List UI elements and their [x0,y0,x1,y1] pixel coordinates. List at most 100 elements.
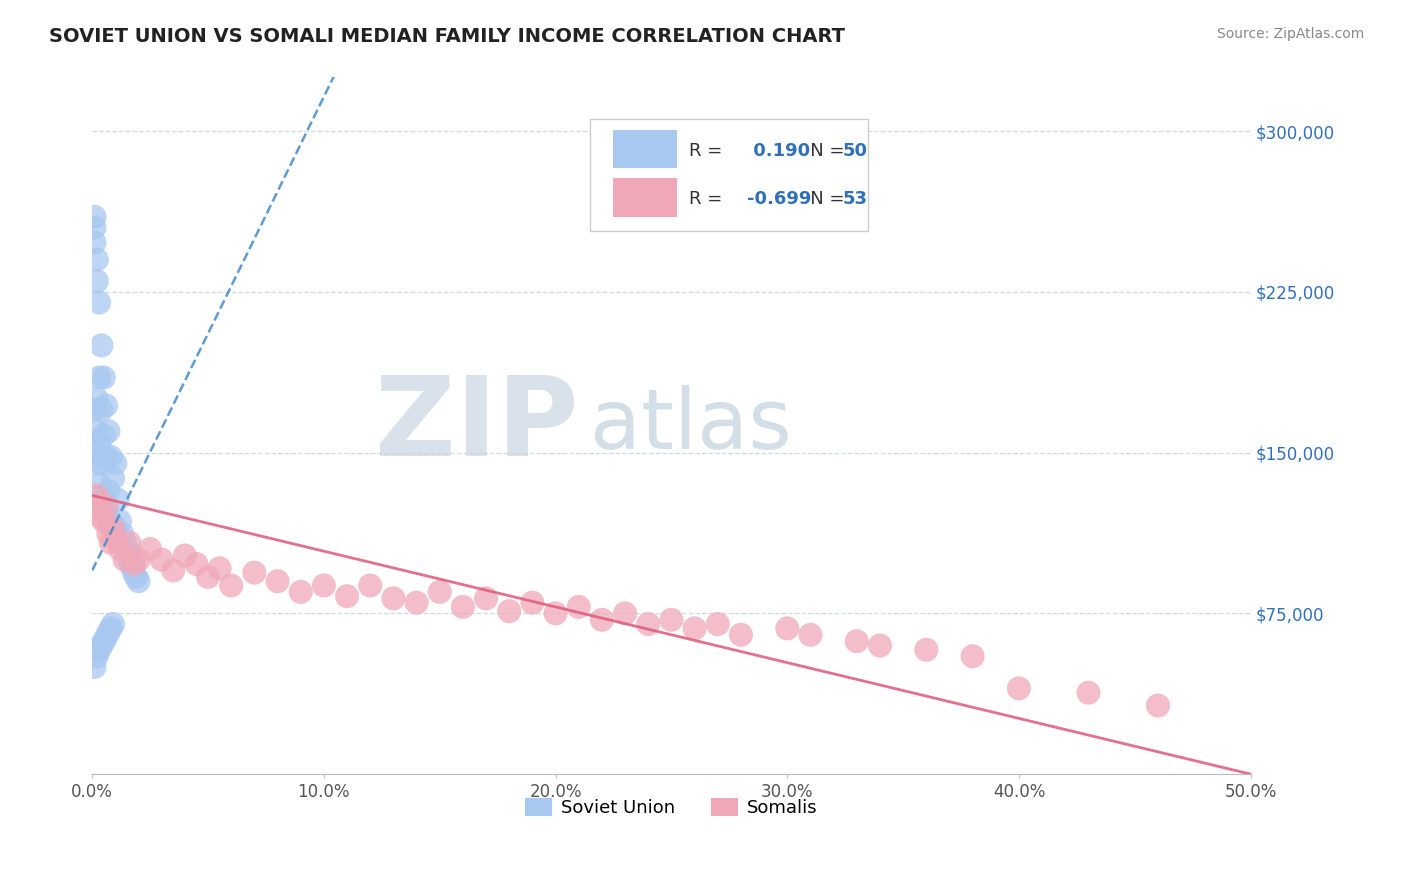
Text: N =: N = [793,142,851,160]
Point [86,274,108,288]
Point [290,585,312,599]
Point [382,591,405,606]
Point [544,607,567,621]
Point [94,399,117,413]
Point [128,574,150,589]
Point [118,535,141,549]
Text: 50: 50 [842,142,868,160]
Point [661,613,683,627]
Point [266,574,288,589]
Point [104,532,127,546]
Point [89,477,111,491]
Point [83,660,105,674]
Text: 53: 53 [842,190,868,209]
Point [614,607,637,621]
Point [962,649,984,664]
Point [568,599,591,614]
Point [100,535,122,549]
Point [186,557,208,571]
Point [799,628,821,642]
Point [97,484,120,499]
Point [869,639,891,653]
Text: -0.699: -0.699 [747,190,811,209]
Point [128,553,150,567]
Point [93,514,115,528]
Point [89,370,111,384]
Point [93,370,115,384]
Text: R =: R = [689,190,728,209]
Point [101,471,124,485]
Text: R =: R = [689,142,728,160]
Point [122,557,145,571]
Point [498,604,520,618]
Point [100,621,122,635]
Point [86,392,108,406]
Point [243,566,266,580]
Point [122,566,145,580]
Point [591,613,613,627]
Point [94,630,117,644]
Point [108,514,131,528]
Point [118,553,141,567]
Point [173,549,195,563]
Legend: Soviet Union, Somalis: Soviet Union, Somalis [517,790,825,824]
Point [83,235,105,250]
Point [94,499,117,513]
Point [451,599,474,614]
Point [89,295,111,310]
Point [90,499,112,513]
Point [86,252,108,267]
Point [90,338,112,352]
Point [730,628,752,642]
Point [683,621,706,635]
Point [845,634,868,648]
Point [90,456,112,470]
Point [915,642,938,657]
Point [90,509,112,524]
Point [83,445,105,459]
Point [1077,686,1099,700]
Point [94,450,117,464]
Point [97,424,120,438]
Point [104,520,127,534]
Point [90,639,112,653]
Point [83,402,105,417]
Point [100,514,122,528]
Point [139,542,162,557]
Text: Source: ZipAtlas.com: Source: ZipAtlas.com [1216,27,1364,41]
Point [104,456,127,470]
Point [90,402,112,417]
Point [100,450,122,464]
Point [108,542,131,557]
Point [107,492,129,507]
Point [208,561,231,575]
Point [97,625,120,640]
Point [162,564,184,578]
FancyBboxPatch shape [591,120,869,231]
Point [93,428,115,442]
Point [475,591,498,606]
Point [114,553,136,567]
Text: 0.190: 0.190 [747,142,810,160]
Point [89,642,111,657]
Point [359,578,381,592]
Point [83,210,105,224]
Point [706,617,728,632]
Point [94,509,117,524]
Point [776,621,799,635]
Point [101,520,124,534]
Text: ZIP: ZIP [375,372,579,479]
Text: atlas: atlas [591,385,792,467]
Point [97,527,120,541]
Point [312,578,335,592]
Point [1147,698,1170,713]
Point [219,578,242,592]
Point [89,499,111,513]
Point [93,488,115,502]
Point [197,570,219,584]
Point [83,220,105,235]
FancyBboxPatch shape [613,178,678,217]
Point [89,434,111,449]
Point [1008,681,1031,696]
Point [101,617,124,632]
